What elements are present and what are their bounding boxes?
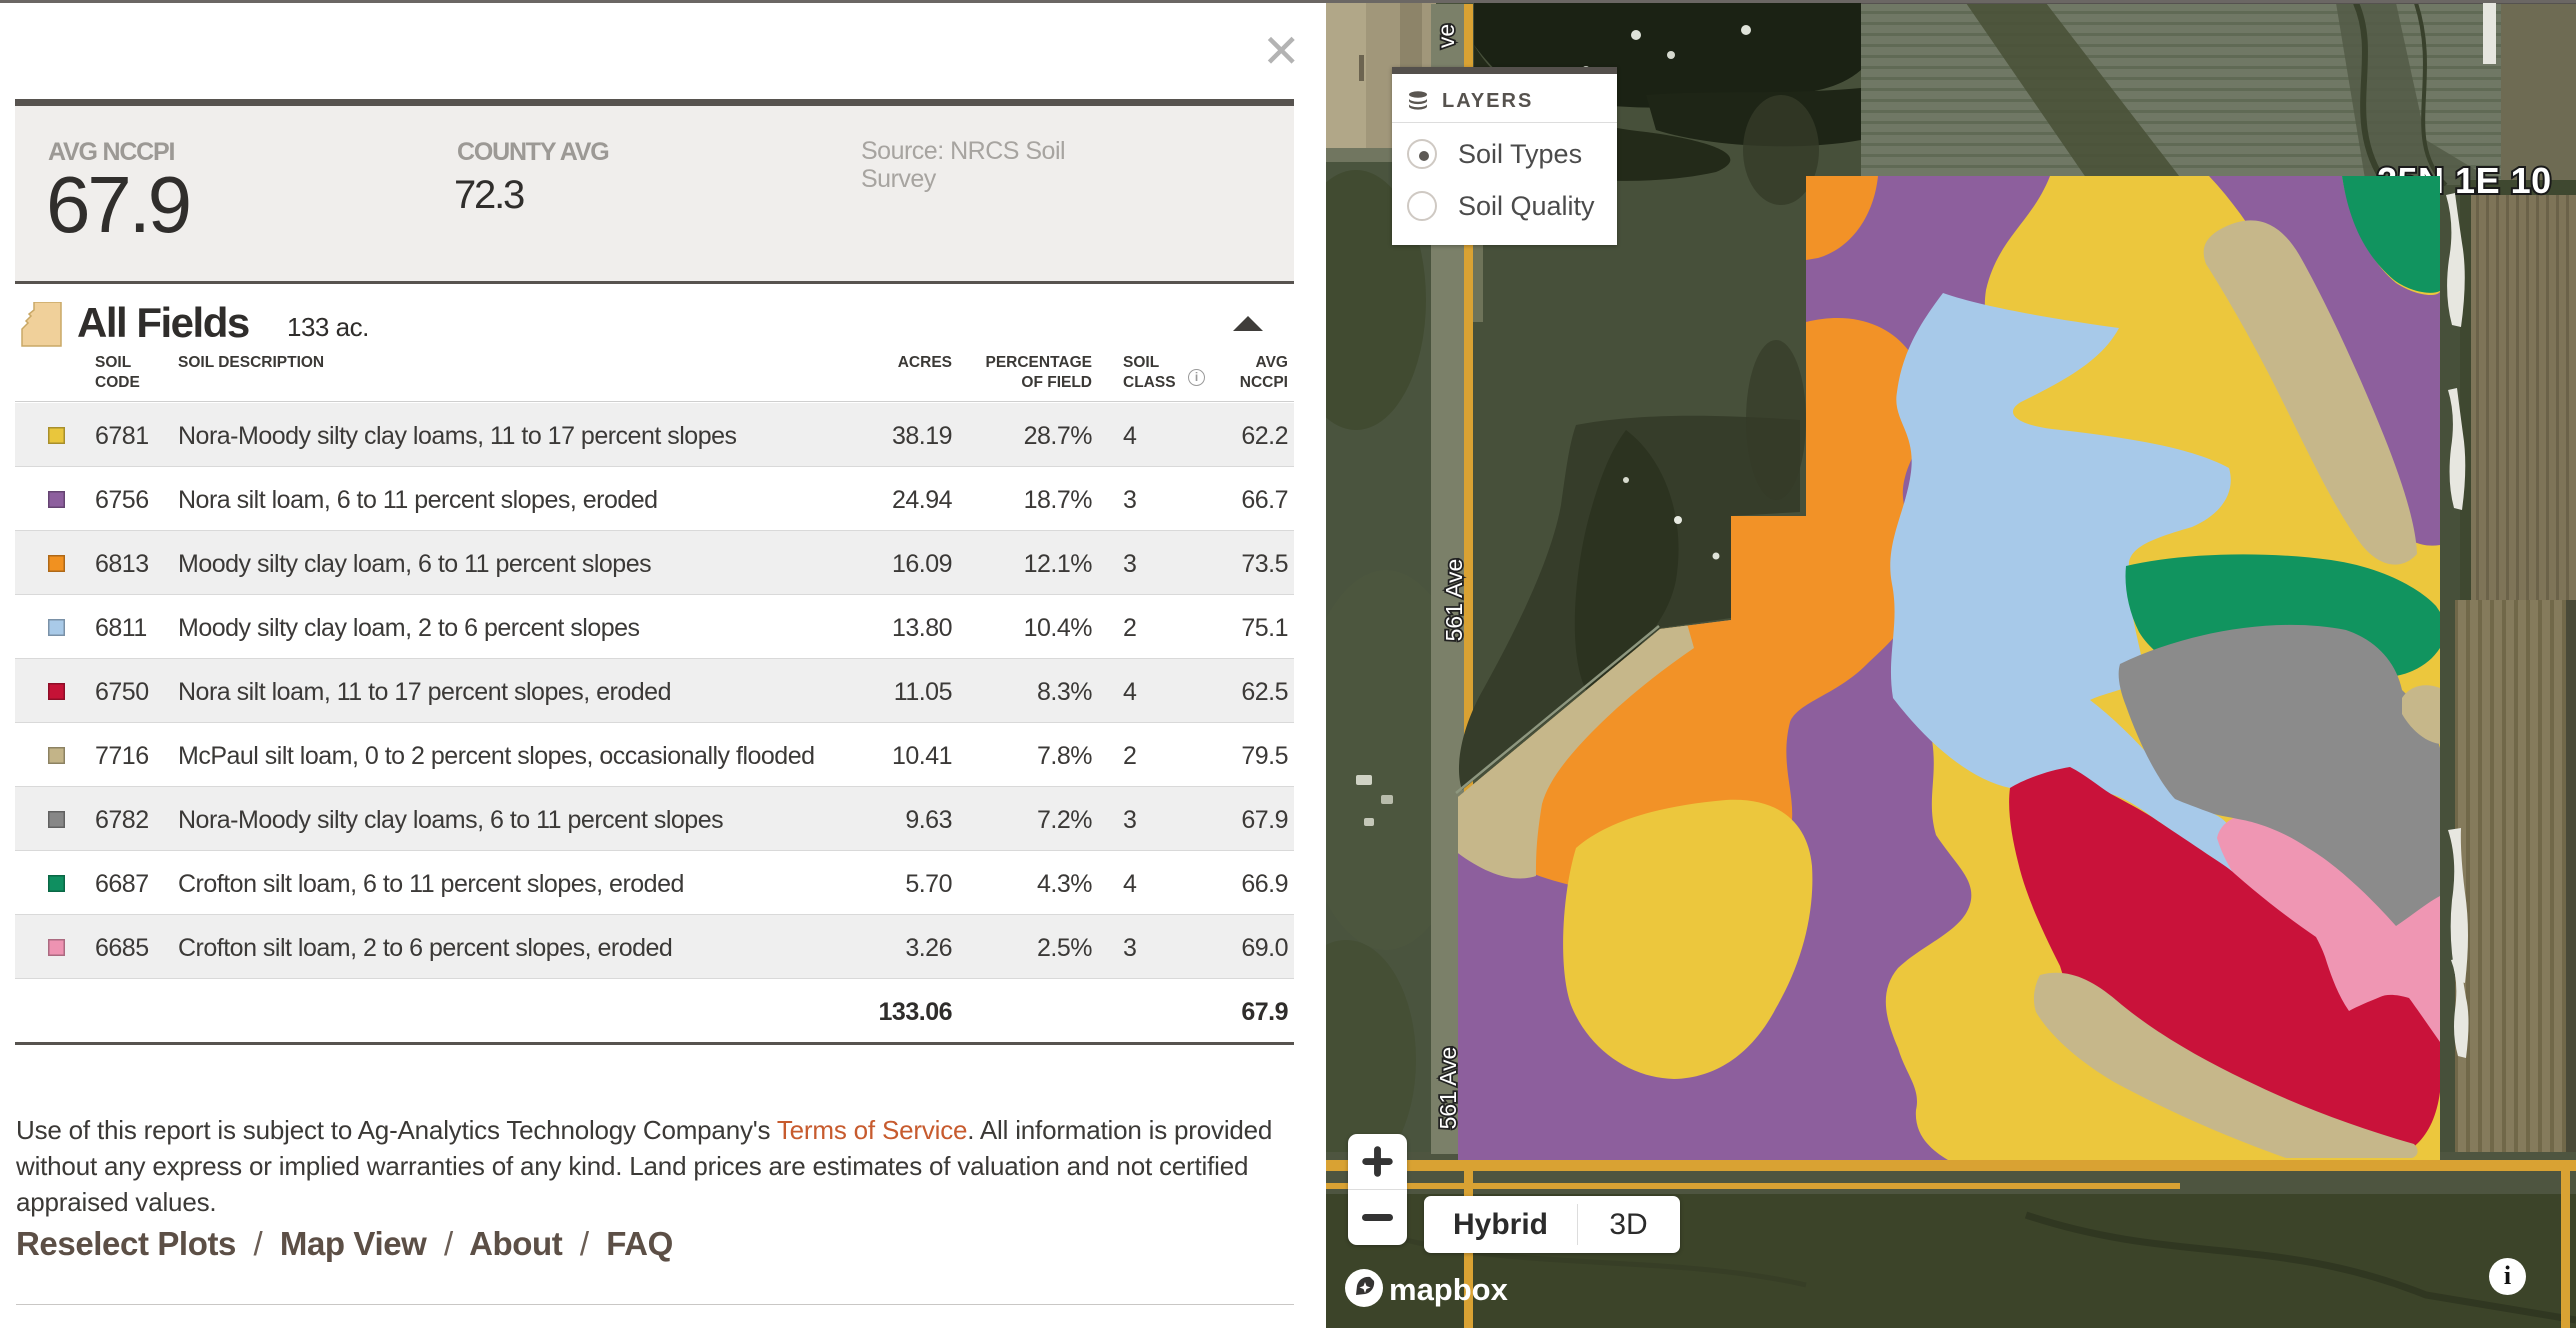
svg-text:ve: ve — [1433, 24, 1459, 48]
svg-text:561 Ave: 561 Ave — [1441, 559, 1467, 642]
svg-text:561 Ave: 561 Ave — [1435, 1047, 1461, 1130]
